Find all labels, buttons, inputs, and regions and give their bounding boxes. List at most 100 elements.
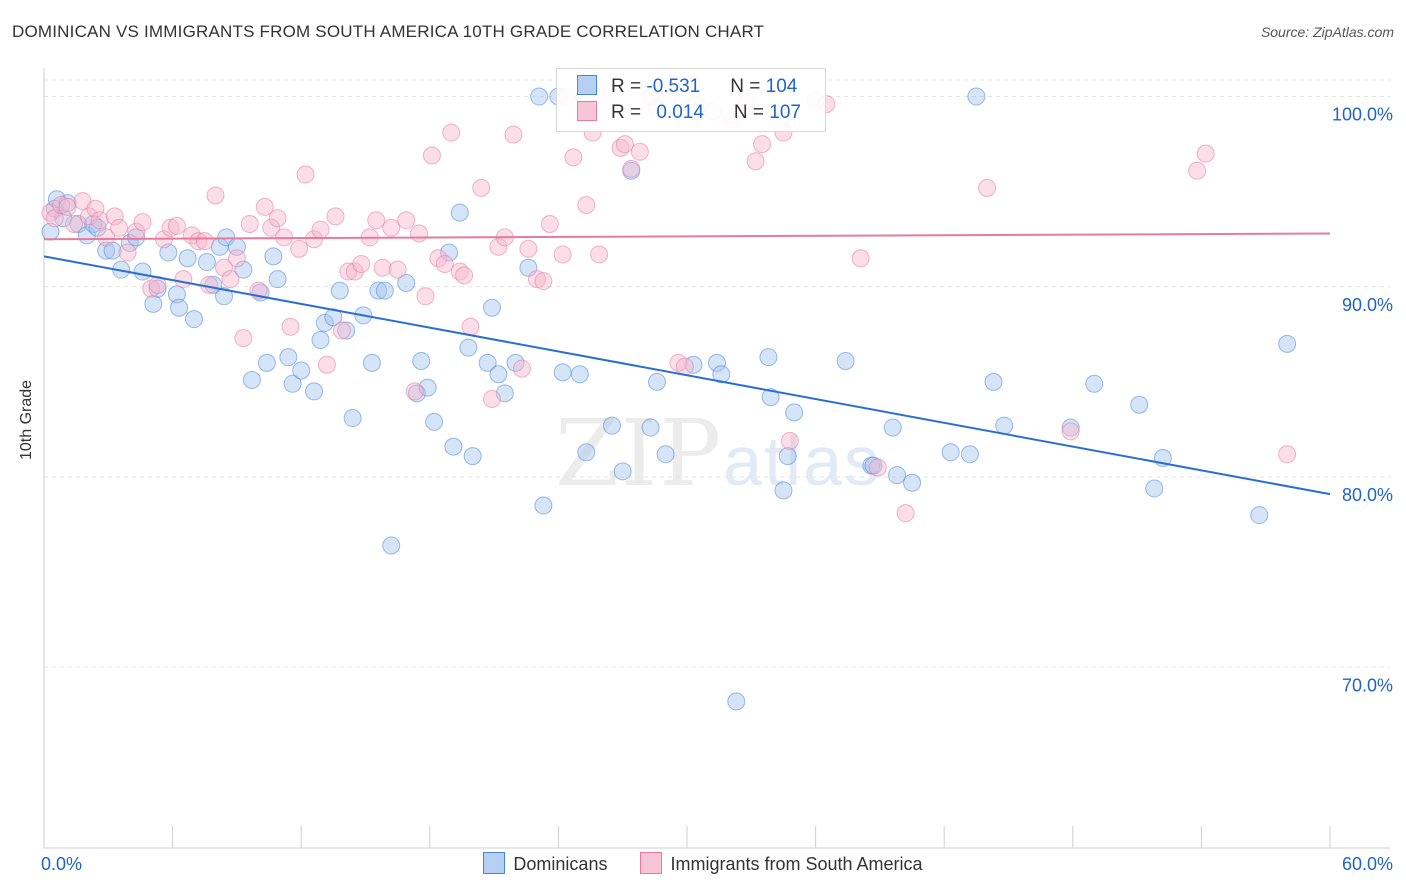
immigrants-point (80, 207, 99, 226)
immigrants-point (86, 199, 105, 218)
dominicans-point (482, 298, 501, 317)
dominicans-point (264, 247, 283, 266)
chart-title: DOMINICAN VS IMMIGRANTS FROM SOUTH AMERI… (12, 22, 765, 41)
dominicans-point (178, 249, 197, 268)
dominicans-point (330, 281, 349, 300)
dominicans-point (1085, 374, 1104, 393)
legend-label: Dominicans (513, 854, 608, 874)
dominicans-point (337, 321, 356, 340)
dominicans-point (960, 445, 979, 464)
immigrants-point (215, 258, 234, 277)
immigrants-point (540, 215, 559, 233)
immigrants-point (189, 232, 208, 251)
dominicans-point (712, 365, 731, 384)
immigrants-point (227, 249, 246, 268)
immigrants-point (590, 245, 609, 264)
dominicans-point (215, 287, 234, 306)
axes (43, 68, 1390, 849)
immigrants-point (416, 287, 435, 306)
correlation-legend: R = -0.531 N = 104 R = 0.014 N = 107 (556, 68, 826, 132)
immigrants-point (105, 207, 124, 226)
immigrants-point (110, 218, 129, 237)
dominicans-point (534, 496, 553, 515)
immigrants-point (52, 195, 71, 214)
x-tick-label: 60.0% (1342, 854, 1393, 874)
dominicans-point (641, 418, 660, 437)
dominicans-point (382, 536, 401, 555)
dominicans-point (553, 363, 572, 382)
dominicans-point (727, 692, 746, 711)
dominicans-swatch (483, 852, 506, 874)
immigrants-trend-line (43, 232, 1331, 241)
dominicans-point (315, 313, 334, 332)
immigrants-point (482, 390, 501, 409)
dominicans-point (656, 445, 675, 464)
series-legend: Dominicans Immigrants from South America (0, 852, 1406, 875)
immigrants-swatch (640, 852, 663, 874)
dominicans-point (478, 353, 497, 372)
immigrants-point (1061, 422, 1080, 441)
dominicans-point (1250, 506, 1269, 525)
dominicans-point (708, 353, 727, 372)
x-tick-label: 0.0% (41, 854, 82, 874)
immigrants-point (442, 123, 461, 142)
dominicans-point (967, 87, 986, 106)
watermark-atlas: atlas (723, 422, 882, 500)
dominicans-point (774, 481, 793, 500)
immigrants-point (868, 458, 887, 477)
dominicans-point (324, 308, 343, 327)
immigrants-point (234, 329, 253, 348)
immigrants-point (746, 152, 765, 171)
data-points (41, 87, 1297, 711)
legend-item-dominicans: Dominicans (483, 852, 607, 875)
dominicans-point (888, 466, 907, 485)
immigrants-point (118, 243, 137, 262)
immigrants-point (296, 165, 315, 184)
immigrants-point (472, 178, 491, 197)
immigrants-point (326, 207, 345, 226)
dominicans-swatch (577, 75, 597, 95)
immigrants-point (262, 218, 281, 237)
dominicans-point (362, 353, 381, 372)
immigrants-point (382, 218, 401, 237)
immigrants-point (127, 222, 146, 241)
dominicans-point (613, 462, 632, 481)
dominicans-point (234, 260, 253, 279)
dominicans-point (785, 403, 804, 422)
dominicans-point (311, 331, 330, 350)
dominicans-point (369, 281, 388, 300)
dominicans-point (127, 228, 146, 247)
immigrants-point (367, 211, 386, 230)
source-label: Source: ZipAtlas.com (1260, 24, 1394, 40)
immigrants-point (978, 178, 997, 197)
dominicans-point (257, 353, 276, 372)
zipatlas-watermark: ZIPatlas (555, 400, 881, 507)
immigrants-point (534, 272, 553, 291)
n-label: N = (733, 102, 770, 123)
immigrants-point (455, 266, 474, 285)
immigrants-point (206, 186, 225, 205)
dominicans-point (761, 388, 780, 407)
r-label: R = (611, 102, 647, 123)
immigrants-point (90, 211, 109, 230)
immigrants-point (161, 218, 180, 237)
dominicans-point (159, 243, 178, 262)
dominicans-point (995, 416, 1014, 435)
immigrants-point (615, 135, 634, 154)
dominicans-point (343, 409, 362, 428)
dominicans-point (463, 447, 482, 466)
immigrants-point (65, 215, 84, 233)
n-value: 104 (765, 76, 798, 97)
dominicans-point (283, 374, 302, 393)
immigrants-point (255, 197, 274, 216)
r-value: 0.014 (656, 102, 704, 123)
immigrants-point (174, 270, 193, 289)
immigrants-point (345, 262, 364, 281)
immigrants-point (317, 355, 336, 374)
immigrants-point (281, 317, 300, 336)
dominicans-point (577, 443, 596, 462)
immigrants-point (221, 270, 240, 289)
immigrants-point (373, 258, 392, 277)
y-tick-label: 70.0% (1342, 675, 1393, 695)
immigrants-point (332, 321, 351, 340)
